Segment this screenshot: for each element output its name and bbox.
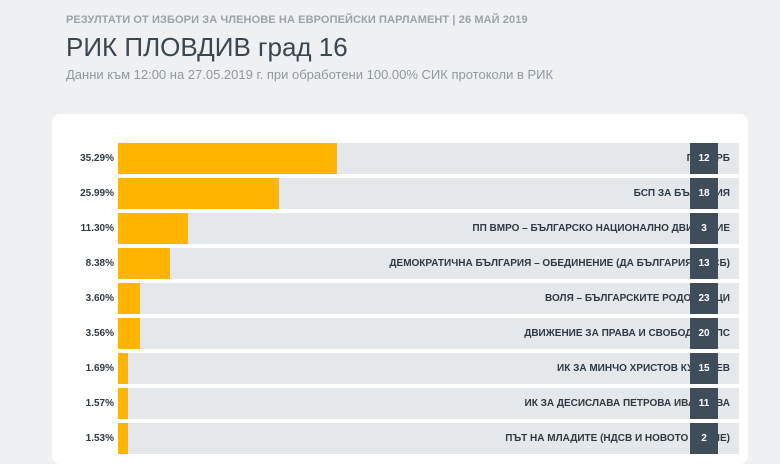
bar	[118, 283, 141, 314]
bar	[118, 178, 280, 209]
result-row: 3.56% ДВИЖЕНИЕ ЗА ПРАВА И СВОБОДИ - ДПС 20	[52, 318, 748, 349]
ballot-number-badge: 2	[690, 423, 718, 454]
bar	[118, 248, 171, 279]
ballot-number-badge: 20	[690, 318, 718, 349]
ballot-number-badge: 15	[690, 353, 718, 384]
data-status-subtitle: Данни към 12:00 на 27.05.2019 г. при обр…	[66, 67, 554, 82]
percent-label: 1.57%	[85, 398, 114, 409]
result-row: 1.57% ИК ЗА ДЕСИСЛАВА ПЕТРОВА ИВАНЧЕВА 11	[52, 388, 748, 419]
ballot-number-badge: 3	[690, 213, 718, 244]
party-name: ИК ЗА ДЕСИСЛАВА ПЕТРОВА ИВАНЧЕВА	[524, 398, 730, 409]
party-name: ПП ВМРО – БЪЛГАРСКО НАЦИОНАЛНО ДВИЖЕНИЕ	[472, 223, 730, 234]
percent-label: 35.29%	[80, 153, 114, 164]
percent-label: 3.56%	[85, 328, 114, 339]
result-row: 3.60% ВОЛЯ – БЪЛГАРСКИТЕ РОДОЛЮБЦИ 23	[52, 283, 748, 314]
election-supertitle: РЕЗУЛТАТИ ОТ ИЗБОРИ ЗА ЧЛЕНОВЕ НА ЕВРОПЕ…	[66, 14, 528, 26]
percent-label: 1.69%	[85, 363, 114, 374]
percent-label: 8.38%	[85, 258, 114, 269]
ballot-number-badge: 12	[690, 143, 718, 174]
party-name: ПЪТ НА МЛАДИТЕ (НДСВ И НОВОТО ВРЕМЕ)	[505, 433, 730, 444]
result-row: 1.69% ИК ЗА МИНЧО ХРИСТОВ КУМИНЕВ 15	[52, 353, 748, 384]
ballot-number-badge: 18	[690, 178, 718, 209]
bar	[118, 353, 129, 384]
percent-label: 1.53%	[85, 433, 114, 444]
bar	[118, 143, 338, 174]
result-row: 35.29% ПП ГЕРБ12	[52, 143, 748, 174]
bar-track: ДЕМОКРАТИЧНА БЪЛГАРИЯ – ОБЕДИНЕНИЕ (ДА Б…	[118, 248, 739, 279]
result-row: 1.53% ПЪТ НА МЛАДИТЕ (НДСВ И НОВОТО ВРЕМЕ…	[52, 423, 748, 454]
bar-track: ИК ЗА МИНЧО ХРИСТОВ КУМИНЕВ	[118, 353, 739, 384]
bar-track: ИК ЗА ДЕСИСЛАВА ПЕТРОВА ИВАНЧЕВА	[118, 388, 739, 419]
party-name: ИК ЗА МИНЧО ХРИСТОВ КУМИНЕВ	[557, 363, 730, 374]
bar	[118, 388, 128, 419]
party-name: БСП ЗА БЪЛГАРИЯ	[633, 188, 730, 199]
percent-label: 11.30%	[80, 223, 114, 234]
bar	[118, 423, 128, 454]
party-name: ВОЛЯ – БЪЛГАРСКИТЕ РОДОЛЮБЦИ	[545, 293, 730, 304]
page-title: РИК ПЛОВДИВ град 16	[66, 32, 348, 62]
result-row: 25.99% БСП ЗА БЪЛГАРИЯ 18	[52, 178, 748, 209]
bar-track: ДВИЖЕНИЕ ЗА ПРАВА И СВОБОДИ - ДПС	[118, 318, 739, 349]
ballot-number-badge: 23	[690, 283, 718, 314]
header: РЕЗУЛТАТИ ОТ ИЗБОРИ ЗА ЧЛЕНОВЕ НА ЕВРОПЕ…	[66, 14, 553, 82]
ballot-number-badge: 13	[690, 248, 718, 279]
result-row: 11.30% ПП ВМРО – БЪЛГАРСКО НАЦИОНАЛНО ДВИ…	[52, 213, 748, 244]
bar-track: БСП ЗА БЪЛГАРИЯ	[118, 178, 739, 209]
bar-track: ПП ГЕРБ	[118, 143, 739, 174]
party-name: ДВИЖЕНИЕ ЗА ПРАВА И СВОБОДИ - ДПС	[524, 328, 730, 339]
percent-label: 25.99%	[80, 188, 114, 199]
percent-label: 3.60%	[85, 293, 114, 304]
ballot-number-badge: 11	[690, 388, 718, 419]
bar-track: ПЪТ НА МЛАДИТЕ (НДСВ И НОВОТО ВРЕМЕ)	[118, 423, 739, 454]
bar	[118, 213, 189, 244]
bar-track: ВОЛЯ – БЪЛГАРСКИТЕ РОДОЛЮБЦИ	[118, 283, 739, 314]
bar-track: ПП ВМРО – БЪЛГАРСКО НАЦИОНАЛНО ДВИЖЕНИЕ	[118, 213, 739, 244]
result-row: 8.38% ДЕМОКРАТИЧНА БЪЛГАРИЯ – ОБЕДИНЕНИЕ …	[52, 248, 748, 279]
bar	[118, 318, 141, 349]
party-name: ДЕМОКРАТИЧНА БЪЛГАРИЯ – ОБЕДИНЕНИЕ (ДА Б…	[389, 258, 730, 269]
